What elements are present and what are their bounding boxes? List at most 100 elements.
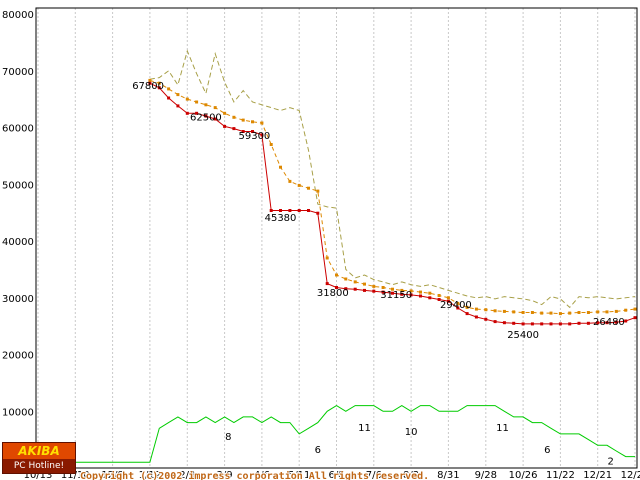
marker-average-price bbox=[400, 288, 404, 292]
copyright-block: Copyright (c)2002 impress corporation Al… bbox=[80, 444, 429, 480]
marker-lowest-price bbox=[391, 291, 394, 295]
marker-lowest-price bbox=[521, 322, 525, 326]
marker-lowest-price bbox=[428, 296, 432, 300]
annotation: 6 bbox=[544, 445, 550, 456]
x-axis-label: 7/6 bbox=[366, 470, 382, 480]
y-axis-label: 30000 bbox=[2, 294, 34, 305]
marker-average-price bbox=[419, 290, 422, 294]
x-axis-label: 6/8 bbox=[328, 470, 344, 480]
series-average-price bbox=[149, 79, 636, 315]
marker-lowest-price bbox=[353, 287, 357, 291]
annotation: 10 bbox=[405, 427, 418, 438]
marker-average-price bbox=[279, 165, 282, 169]
marker-lowest-price bbox=[213, 117, 217, 121]
marker-average-price bbox=[185, 97, 189, 101]
x-axis-label: 2/9 bbox=[179, 470, 195, 480]
annotation: 59300 bbox=[238, 131, 270, 142]
x-axis-label: 12/28 bbox=[621, 470, 640, 480]
marker-lowest-price bbox=[540, 322, 544, 326]
marker-lowest-price bbox=[530, 322, 534, 326]
y-axis-label: 80000 bbox=[2, 10, 34, 21]
marker-average-price bbox=[372, 284, 376, 288]
annotation: 11 bbox=[496, 423, 509, 434]
akiba-logo-subtitle: PC Hotline! bbox=[3, 459, 75, 473]
marker-lowest-price bbox=[614, 320, 618, 324]
marker-average-price bbox=[428, 291, 432, 295]
marker-average-price bbox=[558, 312, 562, 316]
annotation: 31800 bbox=[317, 288, 349, 299]
marker-average-price bbox=[213, 106, 217, 110]
marker-average-price bbox=[446, 296, 450, 300]
marker-average-price bbox=[157, 81, 161, 85]
marker-average-price bbox=[568, 311, 572, 315]
marker-lowest-price bbox=[251, 130, 254, 133]
y-axis-label: 60000 bbox=[2, 124, 34, 135]
marker-lowest-price bbox=[493, 320, 497, 324]
marker-lowest-price bbox=[363, 288, 366, 292]
marker-average-price bbox=[195, 100, 199, 104]
marker-average-price bbox=[437, 294, 441, 297]
marker-lowest-price bbox=[288, 209, 292, 212]
footer-overlay: AKIBA PC Hotline! Copyright (c)2002 impr… bbox=[0, 442, 429, 480]
marker-average-price bbox=[409, 289, 413, 293]
x-axis-label: 5/11 bbox=[288, 470, 310, 480]
x-axis-label: 12/21 bbox=[583, 470, 612, 480]
y-axis-label: 20000 bbox=[2, 351, 34, 362]
annotation: 29400 bbox=[440, 300, 472, 311]
x-axis-label: 11/22 bbox=[546, 470, 575, 480]
marker-lowest-price bbox=[400, 292, 404, 296]
marker-lowest-price bbox=[633, 316, 637, 320]
marker-average-price bbox=[493, 309, 497, 313]
marker-lowest-price bbox=[409, 293, 413, 297]
marker-lowest-price bbox=[465, 312, 469, 316]
x-axis-label: 3/9 bbox=[217, 470, 233, 480]
y-axis-label: 10000 bbox=[2, 407, 34, 418]
marker-lowest-price bbox=[372, 289, 376, 293]
marker-average-price bbox=[465, 305, 469, 309]
marker-average-price bbox=[521, 311, 525, 314]
marker-average-price bbox=[484, 308, 488, 312]
marker-lowest-price bbox=[335, 286, 338, 289]
marker-lowest-price bbox=[232, 127, 236, 131]
marker-average-price bbox=[614, 309, 618, 313]
annotation: 25400 bbox=[507, 330, 539, 341]
marker-average-price bbox=[223, 111, 227, 115]
marker-average-price bbox=[335, 273, 338, 277]
marker-lowest-price bbox=[307, 209, 310, 212]
marker-lowest-price bbox=[549, 322, 553, 326]
marker-average-price bbox=[316, 189, 320, 193]
marker-lowest-price bbox=[605, 321, 609, 325]
marker-average-price bbox=[456, 301, 460, 305]
x-axis-label: 11/10 bbox=[61, 470, 90, 480]
series-highest-price bbox=[149, 49, 636, 309]
marker-lowest-price bbox=[176, 104, 180, 108]
marker-average-price bbox=[596, 310, 600, 314]
marker-lowest-price bbox=[437, 298, 441, 301]
marker-average-price bbox=[344, 277, 348, 281]
x-axis-label: 9/28 bbox=[475, 470, 497, 480]
marker-average-price bbox=[624, 308, 628, 312]
marker-lowest-price bbox=[297, 209, 301, 212]
marker-average-price bbox=[241, 118, 245, 122]
marker-lowest-price bbox=[586, 321, 590, 325]
marker-lowest-price bbox=[260, 133, 264, 137]
marker-lowest-price bbox=[148, 81, 152, 85]
marker-lowest-price bbox=[316, 211, 320, 215]
annotation: 8 bbox=[225, 432, 231, 443]
marker-average-price bbox=[586, 311, 590, 314]
marker-average-price bbox=[167, 87, 171, 91]
marker-average-price bbox=[381, 286, 385, 289]
marker-lowest-price bbox=[223, 124, 227, 128]
marker-lowest-price bbox=[446, 299, 450, 303]
marker-average-price bbox=[297, 183, 301, 187]
marker-average-price bbox=[325, 256, 329, 260]
annotation: 45380 bbox=[265, 213, 297, 224]
marker-lowest-price bbox=[474, 315, 478, 319]
marker-lowest-price bbox=[512, 321, 516, 325]
marker-average-price bbox=[633, 307, 637, 311]
marker-lowest-price bbox=[344, 287, 348, 291]
akiba-logo-title: AKIBA bbox=[3, 443, 75, 459]
x-axis-label: 8/31 bbox=[437, 470, 459, 480]
marker-lowest-price bbox=[419, 294, 422, 298]
